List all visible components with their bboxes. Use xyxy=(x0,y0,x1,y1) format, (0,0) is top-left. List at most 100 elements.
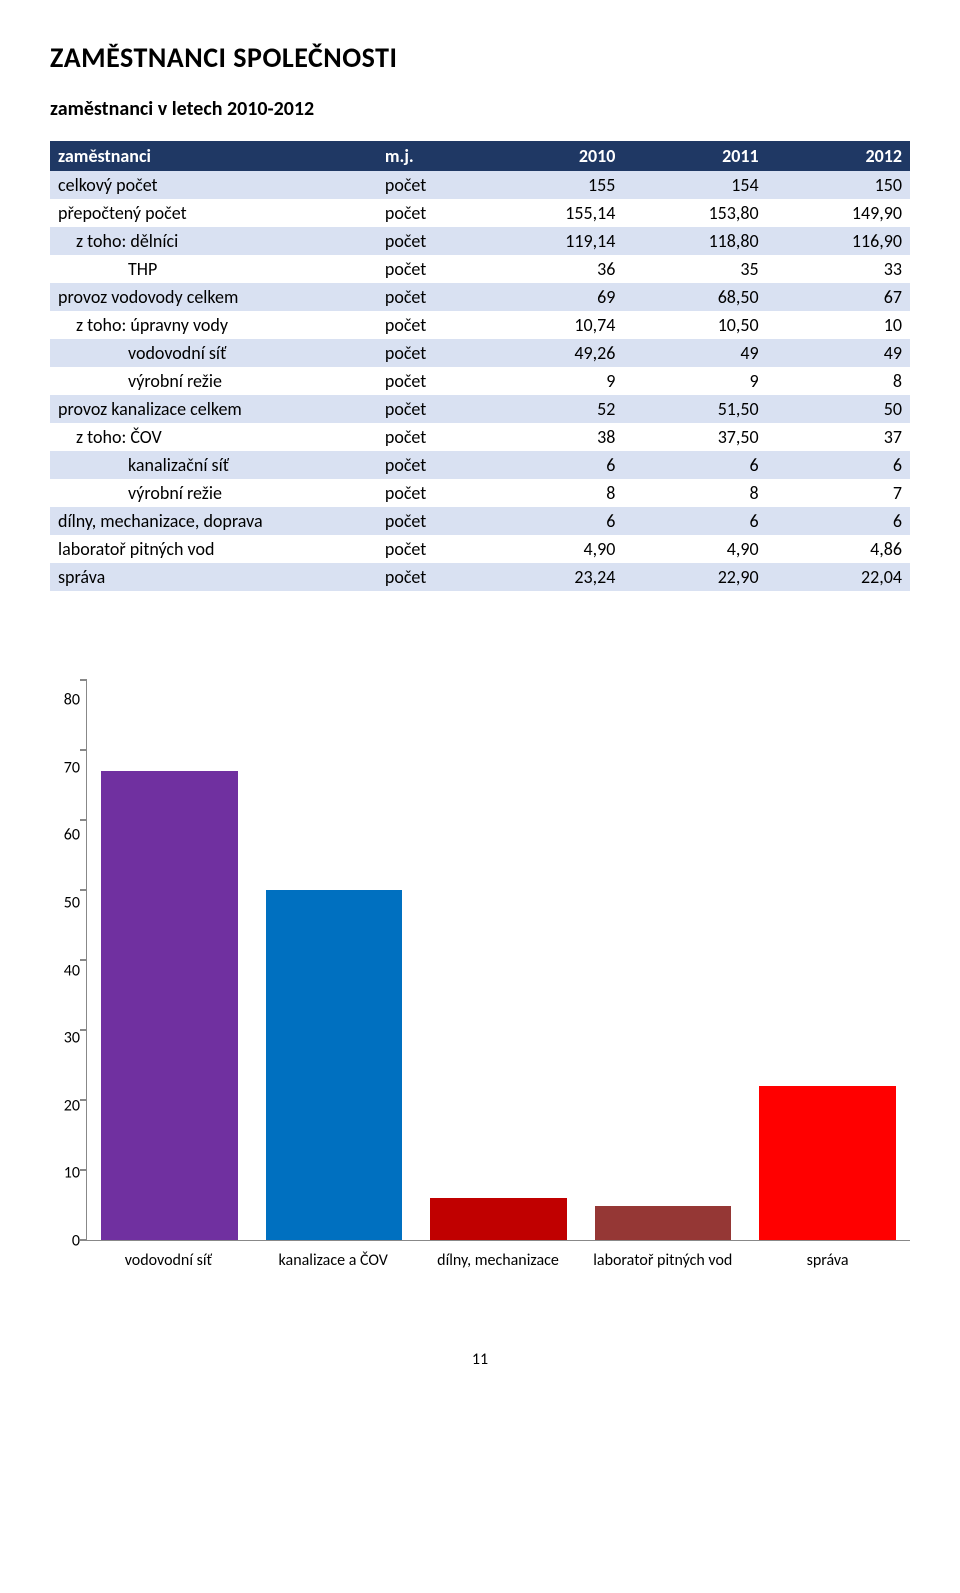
chart-x-labels: vodovodní síťkanalizace a ČOVdílny, mech… xyxy=(86,1251,910,1270)
row-label: kanalizační síť xyxy=(50,451,377,479)
row-label: provoz vodovody celkem xyxy=(50,283,377,311)
employees-bar-chart: 80 70 60 50 40 30 20 10 0 vodovodní síťkanalizac… xyxy=(50,681,910,1270)
row-unit: počet xyxy=(377,227,480,255)
y-tick xyxy=(80,1099,87,1101)
row-label: dílny, mechanizace, doprava xyxy=(50,507,377,535)
table-header-row: zaměstnanci m.j. 2010 2011 2012 xyxy=(50,141,910,171)
row-value: 6 xyxy=(480,507,623,535)
row-value: 67 xyxy=(767,283,910,311)
table-row: celkový početpočet155154150 xyxy=(50,171,910,199)
row-value: 4,90 xyxy=(623,535,766,563)
col-header: 2012 xyxy=(767,141,910,171)
y-tick-label: 50 xyxy=(64,893,80,912)
row-label: z toho: úpravny vody xyxy=(50,311,377,339)
col-header: m.j. xyxy=(377,141,480,171)
row-value: 36 xyxy=(480,255,623,283)
table-row: správapočet23,2422,9022,04 xyxy=(50,563,910,591)
x-tick-label: správa xyxy=(745,1251,910,1270)
y-tick-label: 20 xyxy=(64,1096,80,1115)
row-unit: počet xyxy=(377,451,480,479)
row-unit: počet xyxy=(377,395,480,423)
row-value: 68,50 xyxy=(623,283,766,311)
y-tick-label: 10 xyxy=(64,1164,80,1183)
chart-bar xyxy=(595,1206,732,1240)
table-row: výrobní režiepočet998 xyxy=(50,367,910,395)
row-value: 9 xyxy=(480,367,623,395)
y-tick-label: 80 xyxy=(64,691,80,710)
y-tick-label: 0 xyxy=(72,1232,80,1251)
y-tick-label: 70 xyxy=(64,758,80,777)
row-value: 155 xyxy=(480,171,623,199)
page-number: 11 xyxy=(50,1350,910,1369)
row-unit: počet xyxy=(377,255,480,283)
y-tick-label: 60 xyxy=(64,826,80,845)
y-tick-label: 30 xyxy=(64,1029,80,1048)
row-value: 118,80 xyxy=(623,227,766,255)
y-tick-label: 40 xyxy=(64,961,80,980)
x-tick-label: vodovodní síť xyxy=(86,1251,251,1270)
x-tick-label: laboratoř pitných vod xyxy=(580,1251,745,1270)
row-value: 149,90 xyxy=(767,199,910,227)
chart-bar-slot xyxy=(581,681,746,1240)
row-unit: počet xyxy=(377,311,480,339)
col-header: 2011 xyxy=(623,141,766,171)
col-header: 2010 xyxy=(480,141,623,171)
row-value: 4,90 xyxy=(480,535,623,563)
table-row: dílny, mechanizace, dopravapočet666 xyxy=(50,507,910,535)
chart-plot-area xyxy=(86,681,910,1241)
row-label: laboratoř pitných vod xyxy=(50,535,377,563)
row-label: celkový počet xyxy=(50,171,377,199)
row-value: 8 xyxy=(480,479,623,507)
y-tick xyxy=(80,1239,87,1241)
row-unit: počet xyxy=(377,563,480,591)
table-row: přepočtený početpočet155,14153,80149,90 xyxy=(50,199,910,227)
row-value: 10 xyxy=(767,311,910,339)
row-label: z toho: ČOV xyxy=(50,423,377,451)
row-unit: počet xyxy=(377,367,480,395)
row-label: správa xyxy=(50,563,377,591)
y-tick xyxy=(80,889,87,891)
row-unit: počet xyxy=(377,479,480,507)
row-value: 49 xyxy=(767,339,910,367)
x-tick-label: dílny, mechanizace xyxy=(416,1251,581,1270)
row-label: vodovodní síť xyxy=(50,339,377,367)
row-value: 49 xyxy=(623,339,766,367)
row-value: 23,24 xyxy=(480,563,623,591)
row-value: 37 xyxy=(767,423,910,451)
row-unit: počet xyxy=(377,283,480,311)
row-value: 6 xyxy=(767,507,910,535)
chart-bar-slot xyxy=(745,681,910,1240)
chart-bar-slot xyxy=(87,681,252,1240)
row-value: 69 xyxy=(480,283,623,311)
row-value: 116,90 xyxy=(767,227,910,255)
table-row: výrobní režiepočet887 xyxy=(50,479,910,507)
row-value: 38 xyxy=(480,423,623,451)
row-value: 119,14 xyxy=(480,227,623,255)
employees-table: zaměstnanci m.j. 2010 2011 2012 celkový … xyxy=(50,141,910,591)
y-tick xyxy=(80,679,87,681)
row-unit: počet xyxy=(377,507,480,535)
row-unit: počet xyxy=(377,171,480,199)
row-value: 4,86 xyxy=(767,535,910,563)
row-value: 6 xyxy=(623,507,766,535)
row-unit: počet xyxy=(377,199,480,227)
row-label: přepočtený počet xyxy=(50,199,377,227)
y-tick xyxy=(80,959,87,961)
row-value: 10,50 xyxy=(623,311,766,339)
table-row: provoz vodovody celkempočet6968,5067 xyxy=(50,283,910,311)
y-tick xyxy=(80,819,87,821)
row-value: 22,04 xyxy=(767,563,910,591)
row-unit: počet xyxy=(377,535,480,563)
y-tick xyxy=(80,1169,87,1171)
row-value: 153,80 xyxy=(623,199,766,227)
row-value: 33 xyxy=(767,255,910,283)
page-subtitle: zaměstnanci v letech 2010-2012 xyxy=(50,97,910,121)
row-value: 22,90 xyxy=(623,563,766,591)
table-row: z toho: ČOVpočet3837,5037 xyxy=(50,423,910,451)
chart-bar-slot xyxy=(416,681,581,1240)
row-value: 51,50 xyxy=(623,395,766,423)
row-value: 37,50 xyxy=(623,423,766,451)
table-row: THPpočet363533 xyxy=(50,255,910,283)
row-value: 8 xyxy=(623,479,766,507)
row-value: 49,26 xyxy=(480,339,623,367)
